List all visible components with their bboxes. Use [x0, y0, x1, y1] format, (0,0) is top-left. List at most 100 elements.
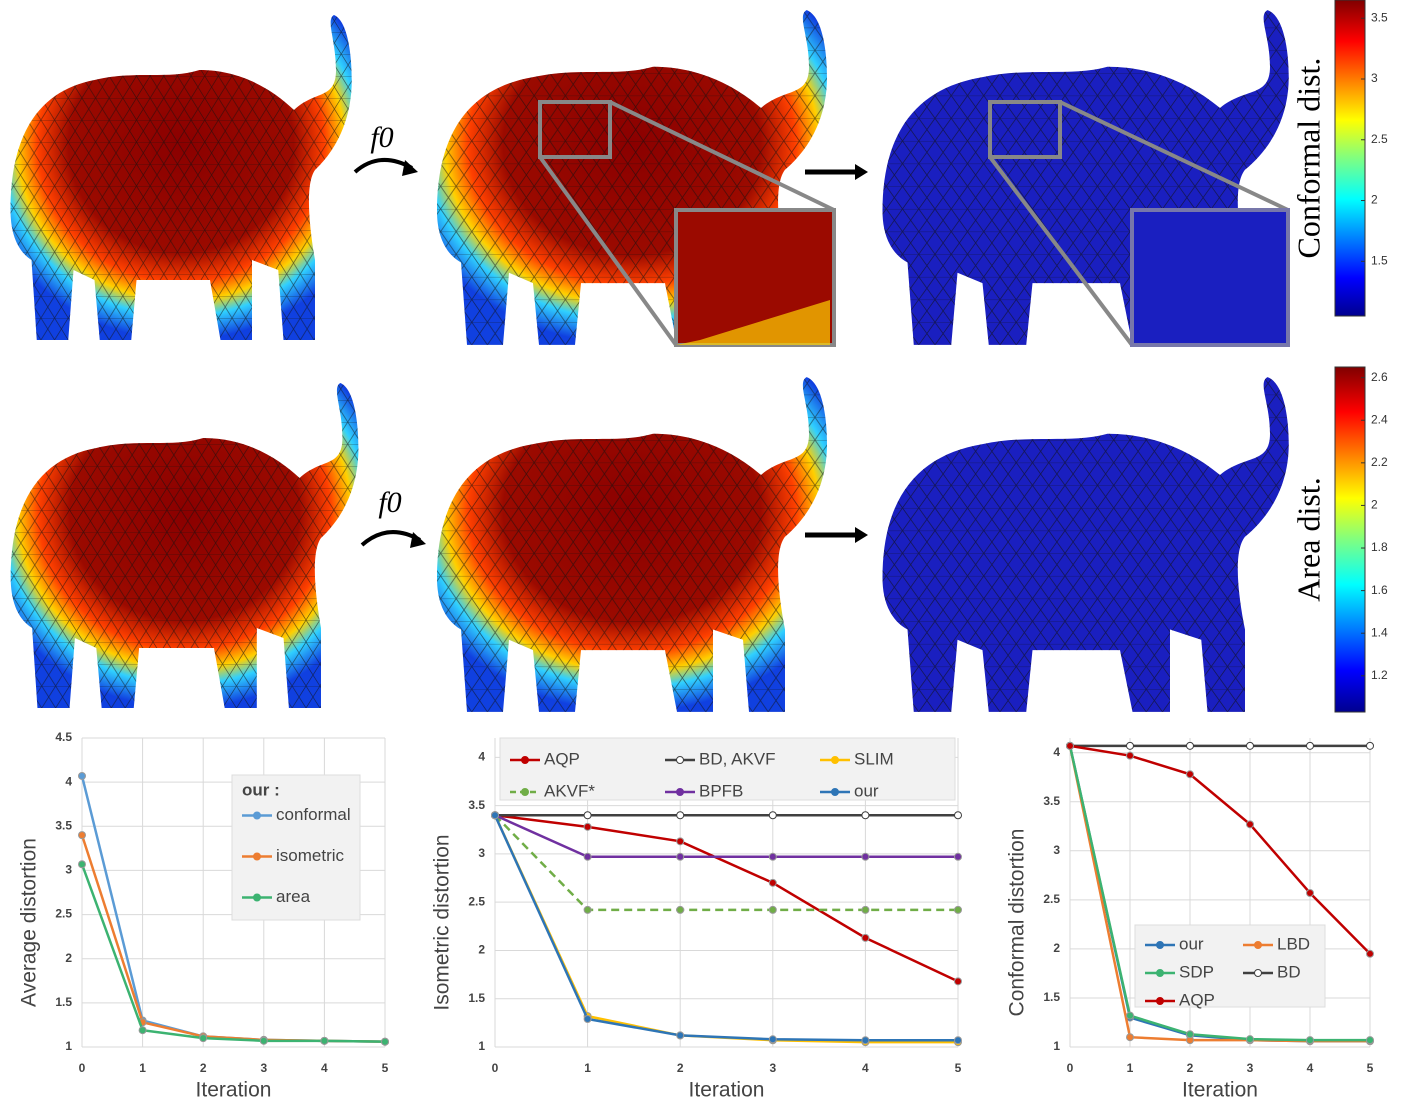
- legend-label: isometric: [276, 846, 345, 865]
- data-point: [260, 1037, 267, 1044]
- data-point: [955, 1037, 962, 1044]
- data-point: [584, 853, 591, 860]
- data-point: [862, 906, 869, 913]
- y-tick-label: 2.5: [55, 907, 72, 921]
- arrow-label: f0: [378, 486, 401, 519]
- colorbar-label: Area dist.: [1290, 477, 1326, 601]
- figure: f0 f0 1.522.533.5Conformal dist.1.21.41.…: [0, 0, 1411, 1104]
- data-point: [769, 879, 776, 886]
- legend-label: our: [854, 781, 879, 800]
- data-point: [955, 978, 962, 985]
- legend-marker: [677, 789, 684, 796]
- data-point: [1127, 1012, 1134, 1019]
- x-tick-label: 1: [139, 1061, 146, 1075]
- arrow-label: f0: [370, 121, 393, 154]
- legend-marker: [254, 812, 261, 819]
- colorbar: [1335, 367, 1365, 712]
- colorbar-tick-label: 2: [1371, 498, 1378, 512]
- data-point: [584, 1015, 591, 1022]
- data-point: [1247, 1036, 1254, 1043]
- data-point: [1187, 771, 1194, 778]
- data-point: [584, 812, 591, 819]
- data-point: [1127, 742, 1134, 749]
- data-point: [584, 823, 591, 830]
- elephants: [11, 10, 1289, 712]
- y-tick-label: 1: [478, 1039, 485, 1053]
- y-axis-label: Isometric distortion: [431, 834, 454, 1010]
- data-point: [677, 906, 684, 913]
- y-tick-label: 1.5: [55, 995, 72, 1009]
- x-tick-label: 4: [321, 1061, 328, 1075]
- legend-marker: [1255, 970, 1262, 977]
- x-tick-label: 4: [1307, 1061, 1314, 1075]
- legend-label: BPFB: [699, 781, 743, 800]
- colorbar-tick-label: 2.4: [1371, 412, 1388, 426]
- data-point: [1247, 742, 1254, 749]
- colorbar-tick-label: 3: [1371, 71, 1378, 85]
- y-tick-label: 1.5: [468, 991, 485, 1005]
- legend-marker: [1255, 942, 1262, 949]
- data-point: [1367, 1037, 1374, 1044]
- data-point: [382, 1038, 389, 1045]
- colorbar-tick-label: 2: [1371, 193, 1378, 207]
- y-tick-label: 3.5: [1043, 794, 1060, 808]
- x-axis-label: Iteration: [196, 1079, 272, 1102]
- data-point: [677, 838, 684, 845]
- data-point: [1307, 1037, 1314, 1044]
- data-point: [769, 906, 776, 913]
- x-tick-label: 2: [1187, 1061, 1194, 1075]
- y-tick-label: 3.5: [468, 798, 485, 812]
- y-tick-label: 1: [65, 1039, 72, 1053]
- x-tick-label: 3: [260, 1061, 267, 1075]
- colorbar-tick-label: 2.6: [1371, 370, 1388, 384]
- data-point: [862, 1037, 869, 1044]
- x-axis-label: Iteration: [1182, 1079, 1258, 1102]
- colorbar-tick-label: 1.2: [1371, 668, 1388, 682]
- y-tick-label: 2: [65, 951, 72, 965]
- x-tick-label: 5: [955, 1061, 962, 1075]
- data-point: [1127, 1034, 1134, 1041]
- series-line: [495, 815, 958, 981]
- x-tick-label: 5: [1367, 1061, 1374, 1075]
- data-point: [862, 934, 869, 941]
- y-tick-label: 2.5: [1043, 892, 1060, 906]
- colorbar-tick-label: 1.4: [1371, 625, 1388, 639]
- legend-label: AQP: [544, 749, 580, 768]
- x-tick-label: 0: [492, 1061, 499, 1075]
- y-tick-label: 3.5: [55, 818, 72, 832]
- y-tick-label: 4: [1053, 745, 1060, 759]
- data-point: [1187, 1031, 1194, 1038]
- y-tick-label: 3: [478, 846, 485, 860]
- legend-marker: [1157, 998, 1164, 1005]
- x-tick-label: 3: [769, 1061, 776, 1075]
- data-point: [677, 1032, 684, 1039]
- legend-marker: [254, 894, 261, 901]
- legend-label: area: [276, 887, 311, 906]
- series-line: [495, 815, 958, 857]
- legend-label: BD: [1277, 962, 1301, 981]
- data-point: [492, 812, 499, 819]
- y-tick-label: 2: [1053, 941, 1060, 955]
- y-tick-label: 4: [65, 774, 72, 788]
- x-tick-label: 5: [382, 1061, 389, 1075]
- x-tick-label: 2: [200, 1061, 207, 1075]
- data-point: [769, 853, 776, 860]
- data-point: [584, 906, 591, 913]
- legend-marker: [677, 757, 684, 764]
- data-point: [139, 1027, 146, 1034]
- data-point: [677, 812, 684, 819]
- data-point: [1367, 742, 1374, 749]
- data-point: [200, 1035, 207, 1042]
- x-tick-label: 0: [1067, 1061, 1074, 1075]
- legend-label: our: [1179, 934, 1204, 953]
- data-point: [862, 853, 869, 860]
- x-axis-label: Iteration: [689, 1079, 765, 1102]
- legend-label: AQP: [1179, 990, 1215, 1009]
- legend-marker: [1157, 970, 1164, 977]
- data-point: [79, 861, 86, 868]
- y-tick-label: 1.5: [1043, 990, 1060, 1004]
- colorbar-tick-label: 1.6: [1371, 583, 1388, 597]
- colorbar-tick-label: 1.8: [1371, 540, 1388, 554]
- y-tick-label: 1: [1053, 1039, 1060, 1053]
- x-tick-label: 3: [1247, 1061, 1254, 1075]
